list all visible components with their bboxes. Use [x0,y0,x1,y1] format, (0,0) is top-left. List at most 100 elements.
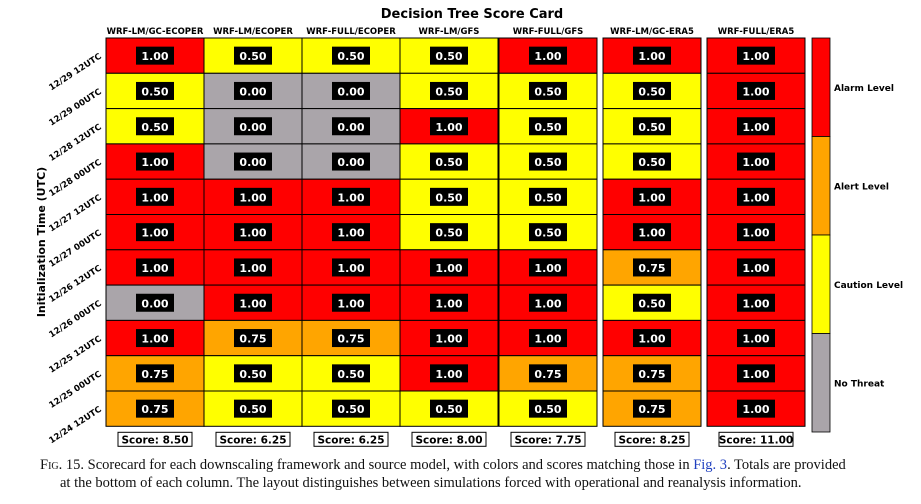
row-label: 12/25 00UTC [47,369,103,410]
value-label-box [332,117,370,136]
y-axis-label: Initialization Time (UTC) [35,167,48,317]
value-label: 1.00 [435,262,462,275]
value-label-box [633,81,671,100]
legend-swatch [811,37,831,137]
value-label: 0.50 [435,50,462,63]
score-cell [399,143,499,180]
value-label-box [332,293,370,312]
value-label: 1.00 [141,333,168,346]
value-label-box [430,46,468,65]
value-label-box [430,81,468,100]
value-label-box [633,364,671,383]
value-label: 0.50 [534,191,561,204]
caption-text-2: . Totals are provided [727,457,846,473]
value-label: 1.00 [638,50,665,63]
legend-label: Alert Level [834,182,889,192]
score-total: Score: 6.25 [219,434,286,446]
legend-swatch [811,333,831,433]
value-label-box [136,258,174,277]
value-label: 0.50 [337,50,364,63]
row-label: 12/26 00UTC [47,299,103,340]
value-label-box [136,293,174,312]
value-label-box [332,152,370,171]
value-label-box [234,46,272,65]
value-label-box [529,399,567,418]
value-label-box [136,364,174,383]
value-label: 0.75 [638,262,665,275]
value-label: 0.50 [435,403,462,416]
row-label: 12/29 00UTC [47,87,103,128]
value-label: 1.00 [141,227,168,240]
value-label: 1.00 [742,121,769,134]
value-label: 1.00 [742,262,769,275]
chart-title: Decision Tree Score Card [381,7,563,22]
row-label: 12/26 12UTC [47,264,103,305]
value-label: 0.00 [337,156,364,169]
caption-figure-link[interactable]: Fig. 3 [693,457,728,473]
value-label-box [529,81,567,100]
value-label-box [234,187,272,206]
value-label: 0.50 [239,403,266,416]
value-label: 0.00 [239,121,266,134]
value-label: 1.00 [435,333,462,346]
value-label-box [633,258,671,277]
legend-swatch [811,136,831,236]
value-label-box [234,258,272,277]
figure-caption: Fig. 15. Scorecard for each downscaling … [40,456,900,492]
value-label-box [737,293,775,312]
value-label: 1.00 [337,191,364,204]
value-label: 1.00 [534,262,561,275]
value-label-box [136,329,174,348]
value-label-box [529,187,567,206]
value-label-box [529,152,567,171]
value-label: 0.00 [239,85,266,98]
value-label: 0.50 [638,85,665,98]
value-label-box [332,399,370,418]
value-label: 1.00 [141,191,168,204]
column-header: WRF-LM/GC-ECOPER [107,27,204,37]
score-total-box [215,431,291,447]
value-label: 1.00 [141,50,168,63]
value-label-box [529,329,567,348]
score-total-box [718,431,794,447]
value-label-box [136,81,174,100]
value-label-box [737,187,775,206]
value-label-box [737,152,775,171]
value-label-box [332,81,370,100]
value-label: 1.00 [638,227,665,240]
value-label: 1.00 [742,85,769,98]
value-label: 0.50 [337,403,364,416]
value-label: 1.00 [534,297,561,310]
value-label-box [529,293,567,312]
value-label-box [234,81,272,100]
value-label: 1.00 [435,368,462,381]
value-label-box [633,46,671,65]
legend-swatch [811,234,831,334]
value-label: 1.00 [742,333,769,346]
value-label-box [737,117,775,136]
value-label-box [234,223,272,242]
score-total: Score: 11.00 [719,434,793,446]
score-total-box [411,431,487,447]
value-label-box [430,258,468,277]
value-label: 1.00 [742,403,769,416]
value-label: 1.00 [638,333,665,346]
value-label-box [633,117,671,136]
value-label: 1.00 [337,262,364,275]
score-cell [706,143,806,180]
value-label-box [430,329,468,348]
column-header: WRF-FULL/GFS [513,27,584,37]
value-label: 0.00 [141,297,168,310]
value-label: 0.50 [534,121,561,134]
value-label: 1.00 [141,262,168,275]
value-label-box [737,223,775,242]
value-label: 0.50 [435,85,462,98]
legend-label: No Threat [834,379,885,389]
value-label: 1.00 [141,156,168,169]
value-label: 0.50 [239,50,266,63]
value-label: 1.00 [534,333,561,346]
value-label: 1.00 [534,50,561,63]
value-label: 0.50 [638,156,665,169]
value-label: 0.75 [141,403,168,416]
